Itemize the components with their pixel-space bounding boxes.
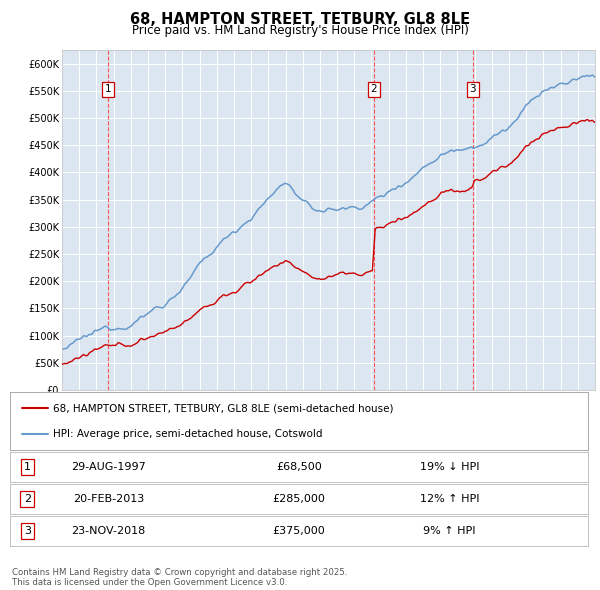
Text: 68, HAMPTON STREET, TETBURY, GL8 8LE (semi-detached house): 68, HAMPTON STREET, TETBURY, GL8 8LE (se… [53,403,394,413]
Text: 12% ↑ HPI: 12% ↑ HPI [419,494,479,504]
Text: £285,000: £285,000 [272,494,325,504]
Text: 23-NOV-2018: 23-NOV-2018 [71,526,145,536]
Text: 20-FEB-2013: 20-FEB-2013 [73,494,144,504]
Text: 9% ↑ HPI: 9% ↑ HPI [423,526,476,536]
Text: 2: 2 [24,494,31,504]
Text: 19% ↓ HPI: 19% ↓ HPI [419,462,479,472]
Text: 3: 3 [469,84,476,94]
Text: 2: 2 [370,84,377,94]
Text: £68,500: £68,500 [276,462,322,472]
Text: £375,000: £375,000 [272,526,325,536]
Text: HPI: Average price, semi-detached house, Cotswold: HPI: Average price, semi-detached house,… [53,429,323,439]
Text: Contains HM Land Registry data © Crown copyright and database right 2025.
This d: Contains HM Land Registry data © Crown c… [12,568,347,587]
Text: Price paid vs. HM Land Registry's House Price Index (HPI): Price paid vs. HM Land Registry's House … [131,24,469,37]
Text: 29-AUG-1997: 29-AUG-1997 [71,462,146,472]
Text: 1: 1 [104,84,111,94]
Text: 3: 3 [24,526,31,536]
Text: 68, HAMPTON STREET, TETBURY, GL8 8LE: 68, HAMPTON STREET, TETBURY, GL8 8LE [130,12,470,27]
Text: 1: 1 [24,462,31,472]
